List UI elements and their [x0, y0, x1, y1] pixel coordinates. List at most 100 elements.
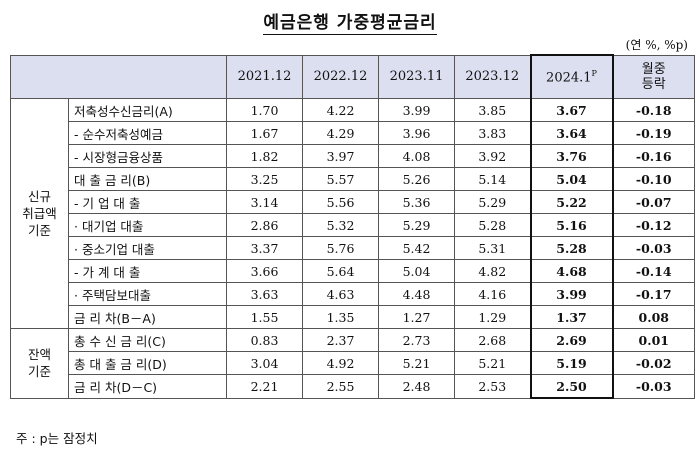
table-row: · 중소기업 대출 3.37 5.76 5.42 5.31 5.28 -0.03: [11, 236, 695, 260]
value-cell: 3.66: [226, 259, 303, 283]
footnote: 주 : p는 잠정치: [16, 431, 98, 446]
value-cell: 2.48: [378, 374, 455, 399]
table-row: · 대기업 대출 2.86 5.32 5.29 5.28 5.16 -0.12: [11, 213, 695, 237]
value-cell: 4.82: [454, 259, 531, 283]
value-cell: 5.14: [454, 167, 531, 191]
unit-label: (연 %, %p): [625, 38, 688, 52]
value-cell: 5.56: [302, 190, 379, 214]
row-label: · 중소기업 대출: [68, 236, 227, 260]
value-cell: 5.57: [302, 167, 379, 191]
value-cell: 2.21: [226, 374, 303, 399]
row-label: - 가 계 대 출: [68, 259, 227, 283]
value-cell: 2.86: [226, 213, 303, 237]
value-cell: 5.21: [454, 351, 531, 375]
change-cell: -0.14: [612, 259, 695, 283]
current-value-cell: 3.99: [529, 282, 614, 306]
current-value-cell: 5.19: [529, 351, 614, 375]
col-header-change: 월중 등락: [612, 54, 695, 99]
row-label: - 기 업 대 출: [68, 190, 227, 214]
value-cell: 5.36: [378, 190, 455, 214]
value-cell: 1.82: [226, 144, 303, 168]
current-value-cell: 5.28: [529, 236, 614, 260]
value-cell: 3.25: [226, 167, 303, 191]
current-value-cell: 3.76: [529, 144, 614, 168]
table-row: 총 대 출 금 리(D) 3.04 4.92 5.21 5.21 5.19 -0.02: [11, 351, 695, 375]
value-cell: 3.92: [454, 144, 531, 168]
current-value-cell: 4.68: [529, 259, 614, 283]
value-cell: 5.28: [454, 213, 531, 237]
table-row: 금 리 차(B－A) 1.55 1.35 1.27 1.29 1.37 0.08: [11, 305, 695, 329]
value-cell: 5.04: [378, 259, 455, 283]
row-label: 대 출 금 리(B): [68, 167, 227, 191]
table-row: - 기 업 대 출 3.14 5.56 5.36 5.29 5.22 -0.07: [11, 190, 695, 214]
change-cell: -0.17: [612, 282, 695, 306]
interest-rate-table: 2021.12 2022.12 2023.11 2023.12 2024.1P …: [10, 54, 695, 399]
value-cell: 3.97: [302, 144, 379, 168]
current-value-cell: 3.67: [529, 98, 614, 122]
value-cell: 0.83: [226, 328, 303, 352]
value-cell: 4.48: [378, 282, 455, 306]
value-cell: 2.53: [454, 374, 531, 399]
value-cell: 5.21: [378, 351, 455, 375]
table-row: - 순수저축성예금 1.67 4.29 3.96 3.83 3.64 -0.19: [11, 121, 695, 145]
row-label: - 순수저축성예금: [68, 121, 227, 145]
group-label-balance: 잔액 기준: [10, 328, 69, 399]
current-value-cell: 5.22: [529, 190, 614, 214]
value-cell: 5.64: [302, 259, 379, 283]
current-value-cell: 5.04: [529, 167, 614, 191]
value-cell: 5.31: [454, 236, 531, 260]
col-header: 2023.11: [378, 54, 455, 99]
value-cell: 4.22: [302, 98, 379, 122]
page-title: 예금은행 가중평균금리: [263, 13, 437, 35]
group-label-new: 신규 취급액 기준: [10, 98, 69, 329]
header-row: 2021.12 2022.12 2023.11 2023.12 2024.1P …: [10, 54, 695, 99]
value-cell: 4.08: [378, 144, 455, 168]
value-cell: 1.27: [378, 305, 455, 329]
change-cell: -0.10: [612, 167, 695, 191]
value-cell: 5.76: [302, 236, 379, 260]
table-row: - 시장형금융상품 1.82 3.97 4.08 3.92 3.76 -0.16: [11, 144, 695, 168]
col-header: 2023.12: [454, 54, 531, 99]
table-row: 금 리 차(D－C) 2.21 2.55 2.48 2.53 2.50 -0.03: [11, 374, 695, 399]
value-cell: 4.63: [302, 282, 379, 306]
table-row: - 가 계 대 출 3.66 5.64 5.04 4.82 4.68 -0.14: [11, 259, 695, 283]
table-row: 대 출 금 리(B) 3.25 5.57 5.26 5.14 5.04 -0.10: [11, 167, 695, 191]
header-blank: [10, 54, 227, 99]
value-cell: 1.29: [454, 305, 531, 329]
value-cell: 2.55: [302, 374, 379, 399]
change-cell: -0.03: [612, 236, 695, 260]
value-cell: 2.68: [454, 328, 531, 352]
value-cell: 2.37: [302, 328, 379, 352]
value-cell: 5.32: [302, 213, 379, 237]
current-value-cell: 2.69: [529, 328, 614, 352]
value-cell: 1.55: [226, 305, 303, 329]
value-cell: 3.96: [378, 121, 455, 145]
row-label: 금 리 차(D－C): [68, 374, 227, 399]
value-cell: 1.70: [226, 98, 303, 122]
col-header-current: 2024.1P: [529, 54, 614, 99]
value-cell: 3.14: [226, 190, 303, 214]
value-cell: 3.99: [378, 98, 455, 122]
row-label: · 대기업 대출: [68, 213, 227, 237]
row-label: · 주택담보대출: [68, 282, 227, 306]
value-cell: 4.92: [302, 351, 379, 375]
value-cell: 1.35: [302, 305, 379, 329]
change-cell: 0.08: [612, 305, 695, 329]
value-cell: 5.26: [378, 167, 455, 191]
value-cell: 4.16: [454, 282, 531, 306]
change-cell: -0.16: [612, 144, 695, 168]
row-label: 금 리 차(B－A): [68, 305, 227, 329]
value-cell: 5.29: [454, 190, 531, 214]
current-value-cell: 1.37: [529, 305, 614, 329]
change-cell: -0.02: [612, 351, 695, 375]
change-cell: -0.12: [612, 213, 695, 237]
current-value-cell: 2.50: [529, 374, 614, 399]
value-cell: 4.29: [302, 121, 379, 145]
col-header: 2021.12: [226, 54, 303, 99]
change-cell: -0.07: [612, 190, 695, 214]
value-cell: 3.85: [454, 98, 531, 122]
value-cell: 5.42: [378, 236, 455, 260]
value-cell: 1.67: [226, 121, 303, 145]
row-label: 저축성수신금리(A): [68, 98, 227, 122]
table-row: · 주택담보대출 3.63 4.63 4.48 4.16 3.99 -0.17: [11, 282, 695, 306]
